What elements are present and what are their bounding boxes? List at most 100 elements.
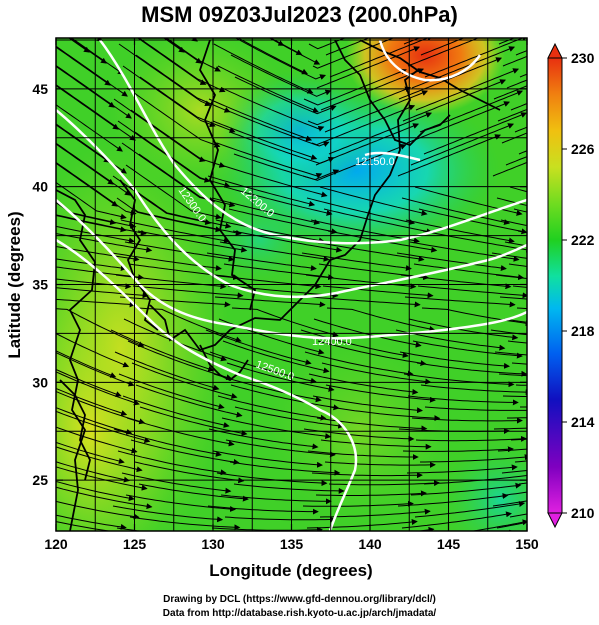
- streamline: [56, 390, 146, 425]
- streamline: [139, 76, 236, 133]
- streamline: [496, 521, 527, 529]
- streamline: [211, 197, 321, 226]
- streamline: [306, 519, 418, 529]
- y-tick-label: 45: [32, 81, 48, 97]
- streamline: [207, 505, 319, 515]
- contour-line-12500: [56, 238, 358, 531]
- streamline: [305, 0, 406, 29]
- contour-line-12150: [364, 151, 421, 162]
- streamline: [311, 104, 416, 146]
- streamline: [216, 142, 323, 179]
- streamline: [113, 98, 206, 163]
- streamline: [303, 68, 407, 106]
- streamline: [114, 351, 220, 391]
- streamline: [512, 0, 599, 33]
- streamline: [219, 241, 330, 262]
- streamline: [328, 480, 440, 487]
- streamline: [501, 132, 527, 144]
- streamline: [56, 466, 148, 491]
- streamline: [397, 134, 502, 177]
- streamline: [225, 109, 330, 147]
- y-tick-label: 25: [32, 472, 48, 488]
- streamline: [301, 0, 402, 10]
- colorbar: 230 226 222 218 214 210: [547, 42, 595, 529]
- streamline: [506, 79, 527, 89]
- streamline: [318, 263, 430, 281]
- streamline: [129, 516, 241, 531]
- streamline: [491, 252, 527, 259]
- streamline: [232, 230, 343, 253]
- streamline: [503, 318, 527, 323]
- streamline: [407, 38, 480, 67]
- streamline: [315, 490, 427, 497]
- streamline: [56, 350, 117, 378]
- streamline: [284, 0, 383, 10]
- streamline: [224, 516, 336, 523]
- streamline: [318, 0, 420, 11]
- streamline: [306, 197, 416, 226]
- streamline: [56, 225, 135, 244]
- streamline: [56, 246, 140, 262]
- streamline: [499, 296, 527, 300]
- streamline: [134, 461, 245, 484]
- streamline: [56, 84, 119, 130]
- streamline: [56, 143, 114, 185]
- streamline: [126, 87, 221, 148]
- streamline: [501, 469, 527, 474]
- streamline: [494, 351, 527, 356]
- streamline: [117, 450, 227, 476]
- streamline: [217, 65, 319, 113]
- streamline: [56, 480, 135, 502]
- streamline: [113, 428, 222, 457]
- streamline: [397, 493, 509, 507]
- streamline: [498, 373, 527, 377]
- streamline: [413, 0, 515, 11]
- streamline: [495, 274, 527, 280]
- streamline: [407, 395, 519, 406]
- streamline: [56, 308, 145, 347]
- streamline: [398, 57, 503, 100]
- credit-dcl: Drawing by DCL (https://www.gfd-dennou.o…: [163, 594, 436, 605]
- streamline: [56, 162, 118, 207]
- colorbar-tick-label: 214: [571, 414, 595, 430]
- streamline: [308, 38, 347, 50]
- colorbar-tick-label: 222: [571, 232, 595, 248]
- streamline: [500, 219, 527, 227]
- streamline: [56, 104, 123, 152]
- streamline: [496, 197, 527, 207]
- streamline: [401, 511, 512, 529]
- streamline: [325, 38, 370, 56]
- streamline: [112, 505, 224, 523]
- streamline: [399, 351, 510, 369]
- y-axis-ticks: 25 30 35 40 45: [32, 81, 527, 488]
- x-tick-label: 140: [358, 536, 382, 552]
- streamline: [69, 38, 107, 64]
- streamline: [406, 464, 518, 474]
- streamline: [234, 406, 345, 429]
- streamline: [212, 450, 323, 468]
- streamline: [56, 500, 140, 520]
- streamline: [56, 407, 133, 435]
- streamline: [56, 142, 131, 196]
- x-tick-label: 120: [44, 536, 68, 552]
- streamline: [132, 285, 244, 299]
- streamline: [119, 296, 231, 308]
- streamline: [56, 266, 145, 281]
- streamline: [121, 142, 216, 203]
- x-axis-title: Longitude (degrees): [209, 561, 372, 580]
- streamline: [321, 362, 432, 385]
- streamline: [421, 307, 527, 327]
- streamline: [125, 164, 222, 220]
- streamline: [56, 181, 127, 220]
- streamline: [490, 329, 527, 336]
- streamline: [56, 45, 128, 97]
- streamline: [420, 454, 527, 463]
- streamline: [492, 500, 527, 507]
- streamline: [302, 500, 414, 507]
- streamline: [230, 384, 340, 411]
- streamline: [207, 175, 316, 207]
- streamline: [225, 439, 336, 458]
- streamline: [56, 65, 115, 108]
- streamline: [497, 448, 527, 452]
- streamline: [56, 351, 135, 387]
